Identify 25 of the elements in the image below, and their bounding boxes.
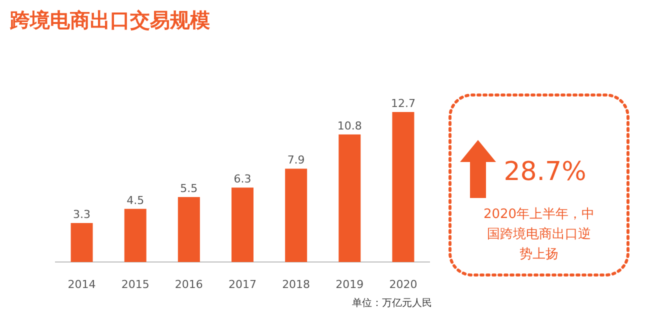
data-label: 3.3 <box>73 208 91 222</box>
x-tick-label: 2019 <box>336 278 364 291</box>
bar <box>124 208 146 262</box>
bar <box>338 134 361 262</box>
data-label: 4.5 <box>126 194 144 207</box>
text: 28.7% <box>504 157 586 187</box>
x-tick-label: 2020 <box>389 278 418 291</box>
data-label: 12.7 <box>390 97 416 110</box>
x-tick-label: 2015 <box>121 278 150 291</box>
bar <box>232 188 254 262</box>
bar <box>285 168 308 262</box>
data-label: 10.8 <box>337 119 362 132</box>
bar <box>392 112 414 262</box>
chart-title: 跨境电商出口交易规模 <box>9 8 210 32</box>
text: 2020年上半年，中国跨境电商出口逆势上扬 <box>483 207 595 262</box>
bar <box>70 223 93 262</box>
bar <box>178 197 200 262</box>
x-tick-label: 2014 <box>68 278 96 291</box>
x-tick-label: 2017 <box>228 278 256 291</box>
data-label: 7.9 <box>287 154 305 167</box>
data-label: 5.5 <box>180 182 198 196</box>
data-label: 6.3 <box>234 172 252 186</box>
x-tick-label: 2018 <box>282 278 310 291</box>
text: 单位：万亿元人民 <box>352 297 432 309</box>
x-tick-label: 2016 <box>174 278 203 291</box>
